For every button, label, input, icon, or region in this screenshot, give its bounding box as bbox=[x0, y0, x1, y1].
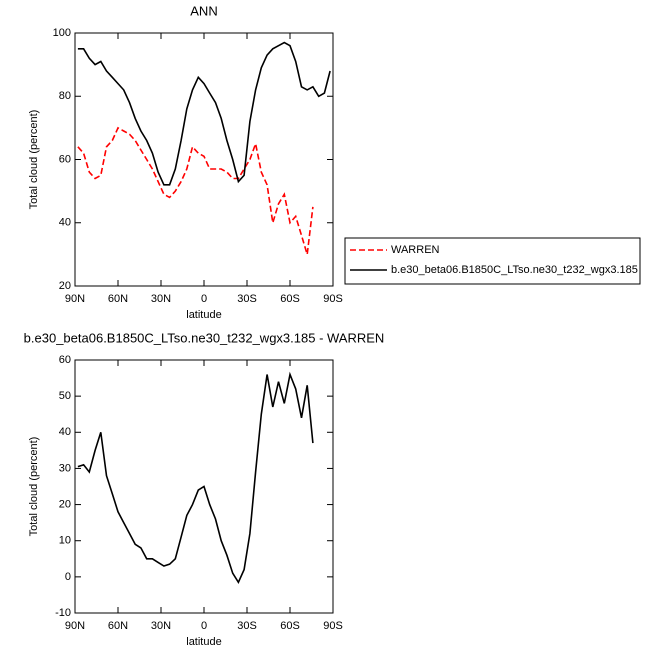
x-tick-label: 0 bbox=[201, 620, 207, 632]
chart-title: b.e30_beta06.B1850C_LTso.ne30_t232_wgx3.… bbox=[24, 330, 385, 345]
plot-frame bbox=[74, 32, 334, 287]
x-tick-label: 90N bbox=[65, 293, 85, 305]
y-tick-label: 10 bbox=[59, 535, 71, 547]
x-axis-label: latitude bbox=[186, 636, 221, 648]
y-tick-label: 40 bbox=[59, 426, 71, 438]
y-tick-label: 40 bbox=[59, 217, 71, 229]
x-tick-label: 90S bbox=[323, 620, 343, 632]
x-tick-label: 0 bbox=[201, 293, 207, 305]
y-axis-label: Total cloud (percent) bbox=[28, 110, 40, 210]
y-tick-label: 30 bbox=[59, 462, 71, 474]
y-tick-label: 0 bbox=[65, 571, 71, 583]
data-line bbox=[77, 126, 314, 255]
x-axis-label: latitude bbox=[186, 309, 221, 321]
x-tick-label: 30S bbox=[237, 620, 257, 632]
y-tick-label: 20 bbox=[59, 280, 71, 292]
x-tick-label: 60N bbox=[108, 620, 128, 632]
x-tick-label: 60S bbox=[280, 620, 300, 632]
x-tick-label: 30N bbox=[151, 293, 171, 305]
x-tick-label: 60N bbox=[108, 293, 128, 305]
x-tick-label: 30N bbox=[151, 620, 171, 632]
y-axis-label: Total cloud (percent) bbox=[28, 437, 40, 537]
legend-label: WARREN bbox=[391, 244, 440, 256]
legend-box bbox=[344, 237, 641, 285]
x-tick-label: 30S bbox=[237, 293, 257, 305]
y-tick-label: 100 bbox=[53, 27, 71, 39]
data-line bbox=[77, 41, 331, 186]
y-tick-label: 20 bbox=[59, 498, 71, 510]
y-tick-label: 60 bbox=[59, 354, 71, 366]
y-tick-label: 50 bbox=[59, 390, 71, 402]
data-line bbox=[77, 371, 314, 584]
y-tick-label: -10 bbox=[55, 607, 71, 619]
x-tick-label: 90S bbox=[323, 293, 343, 305]
y-tick-label: 60 bbox=[59, 153, 71, 165]
y-tick-label: 80 bbox=[59, 90, 71, 102]
x-tick-label: 90N bbox=[65, 620, 85, 632]
legend-label: b.e30_beta06.B1850C_LTso.ne30_t232_wgx3.… bbox=[391, 264, 638, 276]
x-tick-label: 60S bbox=[280, 293, 300, 305]
chart-title: ANN bbox=[190, 3, 217, 18]
